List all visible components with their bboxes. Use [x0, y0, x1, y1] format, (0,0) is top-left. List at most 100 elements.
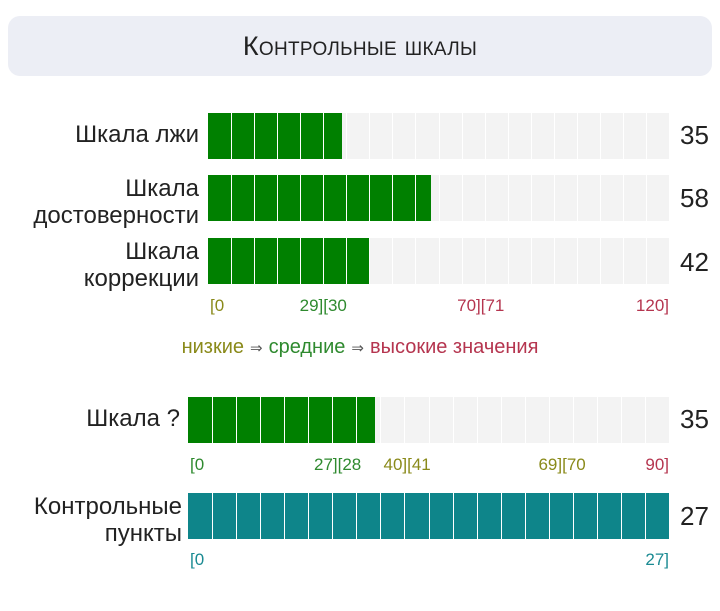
bar-track [208, 113, 669, 159]
bar-divider [254, 113, 256, 159]
bar [188, 493, 669, 539]
bar-divider [212, 397, 214, 443]
bar [208, 175, 431, 221]
track-divider [392, 113, 394, 159]
row-value: 35 [680, 120, 709, 150]
bar-divider [308, 493, 310, 539]
bar-divider [254, 238, 256, 284]
tick-label: 120] [635, 296, 669, 315]
bar-divider [332, 493, 334, 539]
legend-arrow-icon: ⇒ [351, 340, 364, 357]
track-divider [599, 113, 601, 159]
tick-label: 40][41 [383, 455, 431, 474]
bar-divider [277, 238, 279, 284]
track-divider [548, 397, 550, 443]
tick-label: [0 [190, 455, 205, 474]
bar-divider [277, 175, 279, 221]
bar-divider [356, 493, 358, 539]
row-value: 35 [680, 404, 709, 434]
track-divider [484, 175, 486, 221]
track-divider [530, 175, 532, 221]
bar-divider [380, 493, 382, 539]
bar-divider [572, 493, 574, 539]
bar-divider [596, 493, 598, 539]
bar-divider [231, 175, 233, 221]
bar-divider [284, 397, 286, 443]
track-divider [461, 238, 463, 284]
row-label: Шкала ? [86, 405, 180, 432]
bar [208, 238, 370, 284]
track-divider [622, 175, 624, 221]
track-divider [392, 238, 394, 284]
tick-label: 29][30 [299, 296, 347, 315]
track-divider [596, 397, 598, 443]
track-divider [380, 397, 382, 443]
track-divider [484, 113, 486, 159]
bar [208, 113, 343, 159]
row-label: Шкала достоверности [0, 175, 199, 229]
track-divider [369, 238, 371, 284]
track-divider [622, 113, 624, 159]
bar-divider [236, 397, 238, 443]
track-divider [576, 113, 578, 159]
bar-divider [476, 493, 478, 539]
track-divider [576, 238, 578, 284]
track-divider [553, 113, 555, 159]
row-label: Контрольные пункты [0, 493, 182, 547]
bar-divider [620, 493, 622, 539]
track-divider [553, 175, 555, 221]
track-divider [572, 397, 574, 443]
legend-low: низкие [181, 336, 244, 358]
track-divider [553, 238, 555, 284]
bar [188, 397, 376, 443]
track-divider [599, 238, 601, 284]
row-label: Шкала лжи [75, 121, 199, 148]
row-label-text: Шкала коррекции [83, 238, 199, 292]
bar-divider [277, 113, 279, 159]
row-label-text: Контрольные пункты [33, 493, 182, 547]
track-divider [461, 175, 463, 221]
bar-divider [644, 493, 646, 539]
track-divider [530, 238, 532, 284]
track-divider [644, 397, 646, 443]
track-divider [507, 238, 509, 284]
track-divider [438, 113, 440, 159]
bar-track [208, 175, 669, 221]
bar-divider [392, 175, 394, 221]
bar-divider [300, 238, 302, 284]
track-divider [461, 113, 463, 159]
track-divider [415, 113, 417, 159]
track-divider [645, 238, 647, 284]
bar-divider [236, 493, 238, 539]
bar-divider [548, 493, 550, 539]
row-value: 27 [680, 501, 709, 531]
bar-track [188, 493, 669, 539]
bar-divider [260, 397, 262, 443]
track-divider [438, 175, 440, 221]
bar-divider [231, 113, 233, 159]
track-divider [530, 113, 532, 159]
tick-label: 27][28 [314, 455, 362, 474]
track-divider [346, 113, 348, 159]
bar-divider [369, 175, 371, 221]
row-label: Шкала коррекции [0, 238, 199, 292]
tick-label: 69][70 [538, 455, 586, 474]
legend-mid: средние [268, 336, 346, 358]
row-value: 42 [680, 247, 709, 277]
track-divider [507, 175, 509, 221]
row-label-text: Шкала достоверности [33, 175, 199, 229]
track-divider [404, 397, 406, 443]
bar-divider [300, 175, 302, 221]
track-divider [524, 397, 526, 443]
tick-label: 27] [645, 550, 669, 569]
tick-label: [0 [210, 296, 225, 315]
track-divider [645, 113, 647, 159]
bar-divider [428, 493, 430, 539]
track-divider [438, 238, 440, 284]
page-title: Контрольные шкалы [242, 30, 478, 61]
bar-divider [346, 175, 348, 221]
track-divider [476, 397, 478, 443]
track-divider [599, 175, 601, 221]
bar-divider [260, 493, 262, 539]
track-divider [576, 175, 578, 221]
